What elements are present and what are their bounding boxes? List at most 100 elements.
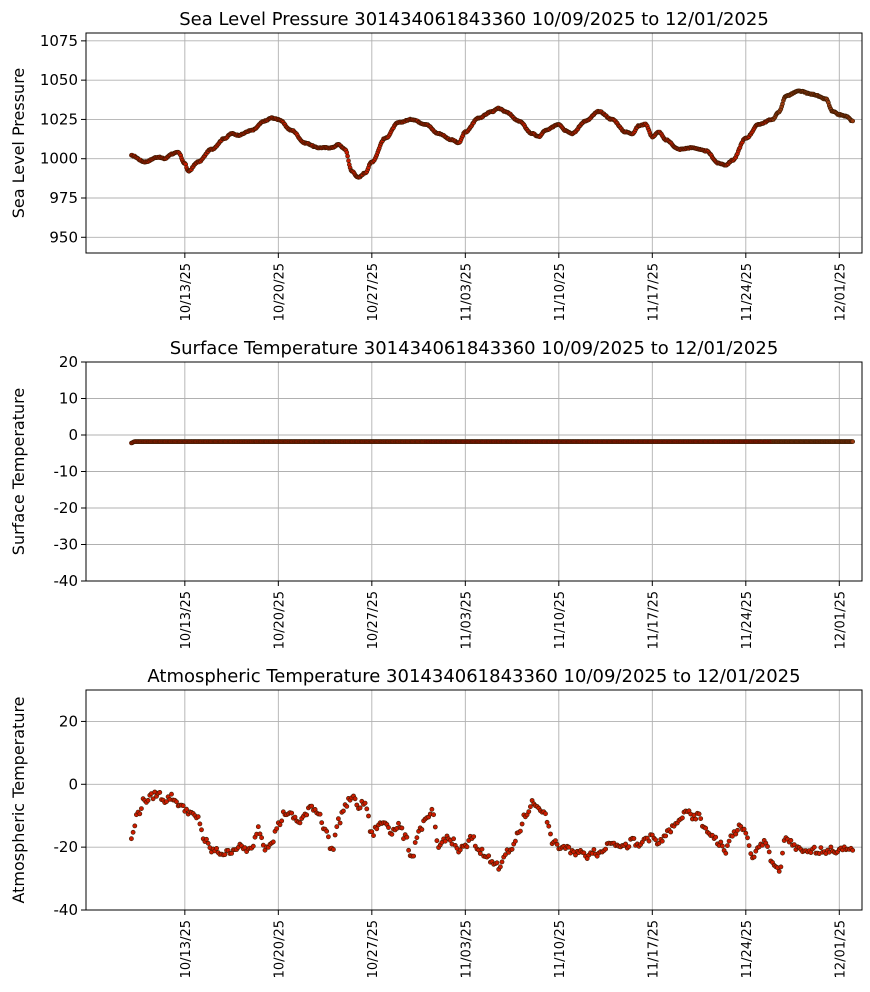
data-point	[741, 826, 747, 832]
y-tick-label: -30	[54, 536, 79, 554]
axes-frame	[85, 689, 863, 911]
data-point	[145, 798, 151, 803]
x-tick-label: 11/24/25	[740, 920, 755, 978]
data-point	[169, 791, 174, 797]
data-point	[199, 827, 204, 833]
data-point	[150, 796, 156, 802]
data-point	[332, 832, 338, 838]
data-point	[513, 838, 518, 844]
data-point	[818, 845, 824, 850]
data-points	[129, 439, 856, 446]
x-tick-label: 11/10/25	[553, 263, 568, 321]
data-point	[765, 844, 770, 849]
y-axis-label: Surface Temperature	[9, 388, 28, 555]
data-point	[626, 844, 632, 849]
x-tick-label: 11/24/25	[740, 263, 755, 321]
x-tick-label: 11/03/25	[459, 263, 474, 321]
data-point	[337, 820, 343, 826]
data-point	[791, 842, 797, 847]
data-point	[429, 806, 435, 812]
y-axis-label: Sea Level Pressure	[9, 68, 28, 219]
data-point	[603, 846, 608, 852]
data-point	[623, 841, 628, 847]
data-point	[494, 860, 500, 866]
data-point	[412, 840, 418, 845]
data-point	[703, 825, 709, 831]
x-tick-label: 10/27/25	[366, 263, 381, 321]
y-tick-label: 1050	[40, 71, 78, 89]
x-tick-label: 11/24/25	[740, 591, 755, 649]
y-tick-label: 0	[68, 775, 78, 793]
data-point	[788, 838, 794, 843]
data-point	[222, 852, 228, 857]
data-point	[137, 811, 143, 817]
data-point	[132, 823, 138, 829]
chart-title: Surface Temperature 301434061843360 10/0…	[170, 338, 779, 359]
data-point	[653, 837, 658, 843]
y-tick-label: 20	[59, 712, 78, 730]
data-point	[748, 851, 754, 857]
data-point	[486, 853, 492, 859]
data-point	[297, 820, 303, 826]
data-point	[204, 836, 209, 842]
data-point	[195, 814, 201, 820]
x-tick-label: 10/13/25	[179, 920, 194, 978]
data-point	[389, 831, 395, 837]
x-tick-label: 11/17/25	[646, 920, 661, 978]
data-point	[259, 835, 264, 841]
data-point	[304, 812, 310, 818]
data-point	[718, 839, 724, 845]
atmospheric-temperature-panel: -40 -20 0 20 10/13/25 10/20/25 10/27/25 11/03/2…	[9, 666, 863, 978]
data-point	[364, 806, 370, 812]
data-point	[735, 827, 740, 833]
data-point	[334, 824, 340, 830]
data-point	[292, 814, 298, 820]
data-point	[499, 859, 505, 865]
data-point	[828, 844, 834, 850]
data-point	[357, 805, 363, 811]
data-point	[442, 838, 448, 844]
data-point	[371, 833, 376, 838]
data-point	[850, 439, 856, 444]
data-point	[519, 821, 525, 827]
data-point	[325, 834, 331, 840]
data-point	[434, 838, 440, 844]
data-point	[659, 838, 665, 844]
x-tick-label: 11/17/25	[646, 591, 661, 649]
data-point	[745, 835, 750, 841]
data-point	[479, 846, 485, 852]
data-point	[270, 839, 276, 845]
y-tick-label: 1075	[40, 32, 78, 50]
data-point	[780, 850, 785, 856]
x-tick-label: 10/13/25	[179, 263, 194, 321]
data-point	[778, 864, 784, 870]
data-point	[526, 809, 532, 814]
data-point	[309, 803, 315, 809]
data-point	[277, 822, 283, 828]
data-point	[743, 830, 749, 836]
data-point	[138, 806, 144, 811]
data-point	[723, 850, 729, 856]
data-point	[656, 840, 662, 846]
data-point	[352, 796, 358, 802]
data-point	[164, 799, 169, 804]
x-tick-label: 11/03/25	[459, 591, 474, 649]
data-point	[197, 821, 203, 827]
chart-title: Atmospheric Temperature 301434061843360 …	[147, 666, 800, 687]
data-point	[528, 804, 533, 810]
data-point	[518, 828, 523, 834]
surface-temperature-panel: -40 -30 -20 -10 0 10 20 10/13/25 10/20/25 10/27/2…	[9, 338, 863, 649]
data-point	[404, 834, 410, 840]
x-tick-label: 10/27/25	[366, 591, 381, 649]
data-point	[279, 818, 285, 824]
data-point	[663, 833, 669, 839]
data-points	[128, 789, 856, 874]
data-point	[509, 846, 515, 852]
data-point	[457, 847, 463, 853]
data-point	[214, 846, 219, 851]
data-point	[411, 853, 416, 859]
x-tick-label: 12/01/25	[833, 263, 848, 321]
data-point	[330, 847, 336, 852]
y-tick-label: 975	[49, 189, 78, 207]
data-point	[346, 158, 351, 163]
